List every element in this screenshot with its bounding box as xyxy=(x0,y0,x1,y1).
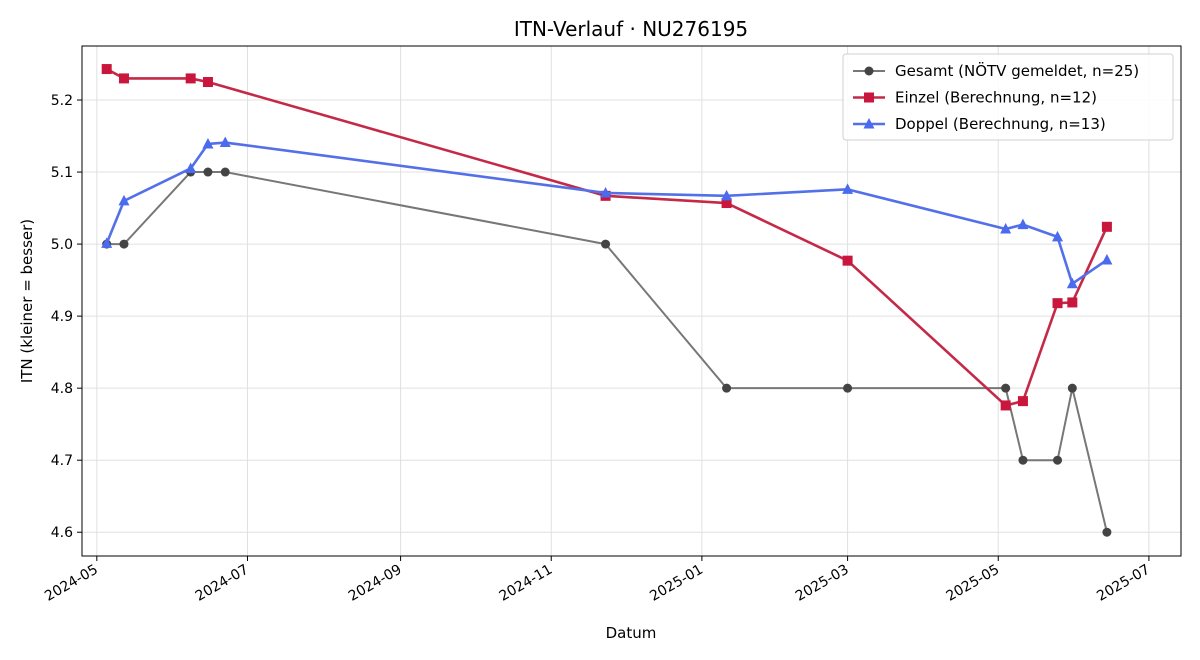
data-point xyxy=(1001,383,1011,393)
y-axis-label: ITN (kleiner = besser) xyxy=(18,219,36,383)
legend-box xyxy=(842,53,1174,141)
data-point xyxy=(185,73,196,84)
data-point xyxy=(118,73,129,84)
data-point xyxy=(1101,221,1112,232)
data-point xyxy=(220,167,230,177)
data-point xyxy=(1066,277,1078,289)
legend-item: Gesamt (NÖTV gemeldet, n=25) xyxy=(853,61,1139,80)
x-tick-label: 2025-01 xyxy=(647,562,706,605)
data-point xyxy=(202,137,214,149)
legend: Gesamt (NÖTV gemeldet, n=25) Einzel (Bere… xyxy=(842,53,1174,141)
legend-item: Einzel (Berechnung, n=12) xyxy=(853,89,1097,107)
data-point xyxy=(1000,222,1012,234)
data-point xyxy=(119,239,129,249)
data-point xyxy=(185,162,197,173)
data-point xyxy=(843,383,853,393)
legend-marker xyxy=(863,118,875,129)
chart-title: ITN-Verlauf · NU276195 xyxy=(514,17,748,41)
data-point xyxy=(722,383,732,393)
y-tick-label: 5.0 xyxy=(51,237,73,253)
data-point xyxy=(1102,527,1112,537)
series-line xyxy=(106,171,1108,533)
data-point xyxy=(101,64,112,75)
y-tick-label: 4.7 xyxy=(51,453,73,469)
x-tick-label: 2024-05 xyxy=(42,562,101,605)
data-point xyxy=(203,167,213,177)
data-point xyxy=(1018,455,1028,465)
legend-label: Doppel (Berechnung, n=13) xyxy=(895,115,1106,133)
y-tick-label: 4.9 xyxy=(51,309,73,325)
x-axis-label: Datum xyxy=(606,624,657,642)
series-2 xyxy=(101,136,1113,289)
x-tick-label: 2024-09 xyxy=(346,562,405,605)
legend-marker xyxy=(864,66,874,76)
series-line xyxy=(105,141,1108,286)
x-tick-label: 2025-03 xyxy=(793,562,852,605)
series-layer xyxy=(101,64,1113,537)
x-tick-label: 2024-11 xyxy=(497,562,556,605)
y-tick-label: 4.8 xyxy=(51,381,73,397)
data-point xyxy=(842,183,854,194)
data-point xyxy=(721,198,732,209)
series-0 xyxy=(102,167,1112,537)
data-point xyxy=(1000,400,1011,411)
data-point xyxy=(1101,253,1113,265)
x-tick-label: 2025-07 xyxy=(1094,562,1153,605)
x-tick-label: 2025-05 xyxy=(944,562,1003,605)
y-tick-label: 4.6 xyxy=(51,525,73,541)
data-point xyxy=(601,239,611,249)
data-point xyxy=(1017,218,1029,230)
legend-label: Einzel (Berechnung, n=12) xyxy=(895,89,1097,107)
data-point xyxy=(1017,396,1028,407)
data-point xyxy=(1053,455,1063,465)
x-tick-label: 2024-07 xyxy=(193,562,252,605)
data-point xyxy=(1067,297,1078,308)
y-tick-label: 5.2 xyxy=(51,93,73,109)
legend-label: Gesamt (NÖTV gemeldet, n=25) xyxy=(895,61,1139,80)
legend-item: Doppel (Berechnung, n=13) xyxy=(853,115,1106,133)
data-point xyxy=(1067,383,1077,393)
data-point xyxy=(118,194,130,206)
data-point xyxy=(101,237,113,248)
data-point xyxy=(721,189,733,201)
legend-marker xyxy=(864,92,874,103)
data-point xyxy=(842,255,853,266)
data-point xyxy=(1052,230,1064,242)
data-point xyxy=(600,186,612,198)
plot-frame xyxy=(81,45,1182,557)
data-point xyxy=(1052,298,1063,309)
y-tick-label: 5.1 xyxy=(51,165,73,181)
data-point xyxy=(202,77,213,88)
data-point xyxy=(219,136,231,148)
